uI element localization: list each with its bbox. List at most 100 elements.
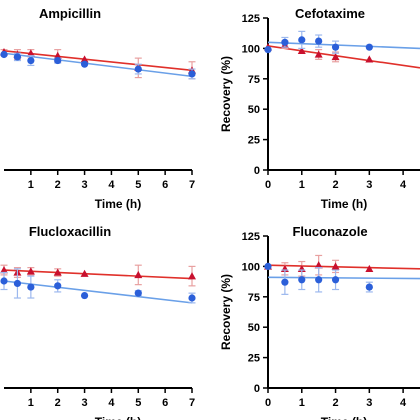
- x-tick-label: 2: [55, 179, 61, 191]
- data-point-circle: [27, 283, 35, 291]
- x-tick-label: 5: [135, 397, 141, 409]
- y-tick-label: 100: [242, 43, 260, 55]
- x-tick-label: 4: [400, 179, 407, 191]
- data-point-circle: [134, 65, 142, 73]
- panel-flucloxacillin: Flucloxacillin 1 2 3 4 5 6 7 Time (h): [0, 224, 196, 420]
- y-tick-label: 0: [254, 383, 260, 395]
- series-circle: [264, 30, 420, 54]
- data-point-circle: [331, 276, 340, 284]
- chart-title: Flucloxacillin: [29, 224, 111, 239]
- data-point-triangle: [365, 55, 374, 63]
- series-triangle: [0, 264, 196, 287]
- y-tick-label: 25: [248, 353, 260, 365]
- series-circle: [0, 268, 196, 304]
- series-triangle: [264, 254, 420, 277]
- x-tick-label: 4: [108, 397, 115, 409]
- fit-line: [3, 280, 193, 304]
- x-tick-label: 2: [332, 179, 338, 191]
- y-axis-label: Recovery (%): [219, 56, 233, 132]
- chart-title: Ampicillin: [39, 6, 101, 21]
- x-tick-label: 7: [189, 397, 195, 409]
- data-point-circle: [13, 279, 22, 288]
- x-tick-label: 4: [400, 397, 407, 409]
- data-point-triangle: [365, 264, 374, 273]
- data-point-circle: [80, 60, 89, 68]
- x-tick-label: 0: [265, 179, 271, 191]
- data-point-triangle: [80, 269, 89, 277]
- series-circle: [0, 50, 196, 80]
- fit-line: [267, 264, 420, 270]
- data-point-circle: [315, 37, 323, 45]
- data-point-triangle: [26, 49, 35, 57]
- x-tick-label: 1: [28, 397, 34, 409]
- data-point-triangle: [297, 46, 306, 55]
- x-tick-label: 2: [55, 397, 61, 409]
- fit-line: [267, 41, 420, 50]
- data-point-triangle: [331, 52, 340, 61]
- x-axis-label: Time (h): [321, 197, 367, 211]
- data-point-circle: [264, 262, 272, 270]
- y-tick-label: 50: [248, 104, 260, 116]
- panel-cefotaxime: Cefotaxime 0 1 2 3 4 0 25 50 75 100 125 Recovery (%)…: [219, 6, 420, 211]
- data-point-circle: [188, 70, 196, 78]
- x-tick-label: 1: [299, 397, 305, 409]
- x-tick-label: 6: [162, 179, 168, 191]
- chart-title: Fluconazole: [292, 224, 367, 239]
- x-tick-label: 2: [332, 397, 338, 409]
- data-point-circle: [315, 276, 323, 284]
- x-tick-label: 5: [135, 179, 141, 191]
- data-point-triangle: [26, 267, 35, 275]
- data-point-triangle: [80, 55, 89, 63]
- data-point-triangle: [53, 51, 62, 59]
- data-point-circle: [54, 282, 62, 290]
- x-tick-label: 3: [82, 397, 88, 409]
- data-point-circle: [134, 289, 142, 297]
- data-point-triangle: [314, 50, 323, 58]
- data-point-circle: [298, 276, 306, 284]
- x-axis-label: Time (h): [321, 415, 367, 420]
- data-point-triangle: [134, 270, 143, 279]
- data-point-circle: [365, 43, 373, 51]
- x-axis-label: Time (h): [95, 197, 141, 211]
- x-tick-label: 6: [162, 397, 168, 409]
- data-point-circle: [27, 56, 35, 65]
- y-tick-label: 75: [248, 74, 260, 86]
- data-point-circle: [281, 278, 289, 286]
- y-tick-label: 75: [248, 292, 260, 304]
- panel-fluconazole: Fluconazole 0 1 2 3 4 0 25 50 75 100 125 Recovery (%…: [219, 224, 420, 420]
- x-tick-label: 1: [299, 179, 305, 191]
- series-circle: [264, 262, 420, 295]
- fit-line: [267, 45, 420, 69]
- x-axis-label: Time (h): [95, 415, 141, 420]
- y-axis-label: Recovery (%): [219, 274, 233, 350]
- y-tick-label: 125: [242, 231, 260, 243]
- y-tick-label: 25: [248, 135, 260, 147]
- data-point-circle: [80, 291, 89, 300]
- fit-line: [3, 52, 193, 78]
- data-point-circle: [188, 294, 196, 302]
- fit-line: [267, 276, 420, 280]
- data-point-triangle: [0, 266, 8, 274]
- x-tick-label: 1: [28, 179, 34, 191]
- x-tick-label: 3: [366, 179, 372, 191]
- x-tick-label: 7: [189, 179, 195, 191]
- data-point-triangle: [188, 272, 196, 280]
- data-point-circle: [331, 43, 340, 51]
- y-tick-label: 100: [242, 261, 260, 273]
- data-point-circle: [0, 277, 8, 285]
- y-tick-label: 50: [248, 322, 260, 334]
- x-tick-label: 3: [366, 397, 372, 409]
- fit-line: [3, 269, 193, 280]
- panel-ampicillin: Ampicillin 1 2 3 4 5 6 7 Time (h): [0, 6, 196, 211]
- y-tick-label: 125: [242, 13, 260, 25]
- data-point-circle: [13, 53, 22, 61]
- data-point-circle: [264, 46, 272, 54]
- data-point-circle: [298, 36, 306, 44]
- data-point-triangle: [314, 261, 323, 269]
- chart-title: Cefotaxime: [295, 6, 365, 21]
- x-tick-label: 3: [82, 179, 88, 191]
- data-point-circle: [54, 56, 62, 65]
- x-tick-label: 4: [108, 179, 115, 191]
- data-point-triangle: [331, 262, 340, 270]
